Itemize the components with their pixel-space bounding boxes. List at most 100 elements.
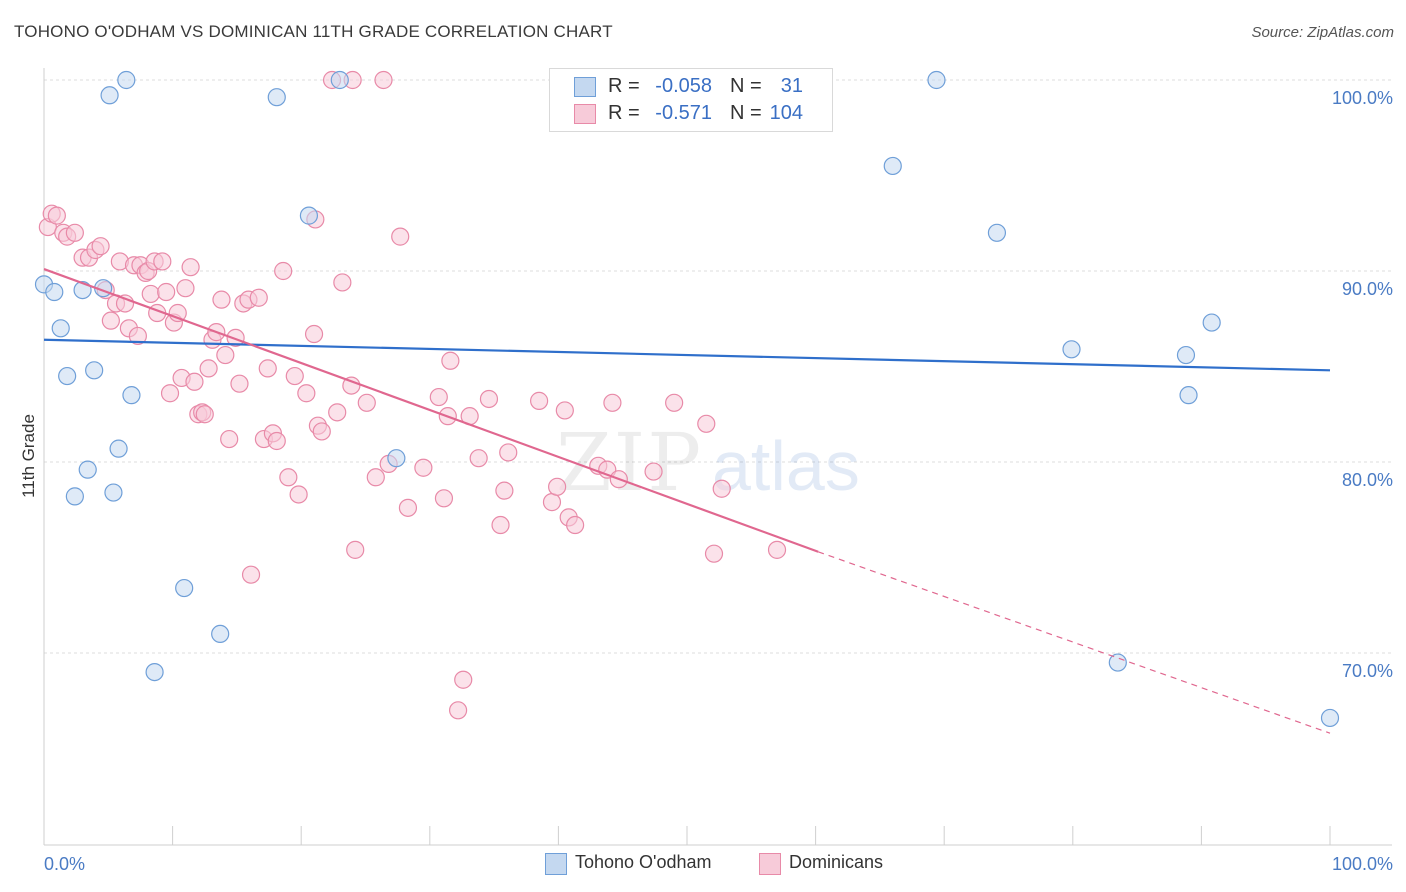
data-point-dominican <box>665 393 684 412</box>
data-point-tohono <box>45 282 64 302</box>
x-axis-ticks <box>43 826 1331 845</box>
data-point-dominican <box>128 326 147 346</box>
data-point-tohono <box>51 319 70 338</box>
series-tohono-oodham <box>34 70 1340 728</box>
data-point-dominican <box>65 223 84 242</box>
data-point-tohono <box>65 487 84 506</box>
bottom-legend-swatch-pink <box>759 853 781 875</box>
data-point-dominican <box>185 372 204 391</box>
data-point-dominican <box>333 273 352 292</box>
data-point-dominican <box>644 462 663 481</box>
data-point-dominican <box>357 393 376 412</box>
y-tick-label: 100.0% <box>1332 88 1393 108</box>
data-point-dominican <box>441 351 460 370</box>
series-dominicans <box>38 70 787 720</box>
legend-row-dominicans: R = -0.571 N = 104 <box>550 101 832 127</box>
data-point-tohono <box>883 156 902 176</box>
data-point-dominican <box>289 485 308 504</box>
data-point-tohono <box>1179 386 1198 405</box>
data-point-tohono <box>100 86 119 105</box>
data-point-dominican <box>312 422 331 441</box>
legend-r-label: R = <box>608 75 640 97</box>
correlation-legend: R = -0.058 N = 31 R = -0.571 N = 104 <box>549 68 833 132</box>
data-point-dominican <box>216 345 235 365</box>
data-point-dominican <box>454 670 473 689</box>
y-axis-tick-labels: 70.0% 80.0% 90.0% 100.0% <box>1332 88 1393 681</box>
data-point-dominican <box>346 540 365 559</box>
data-point-dominican <box>226 328 245 347</box>
x-tick-label-max: 100.0% <box>1332 854 1393 874</box>
data-point-dominican <box>374 70 393 90</box>
data-point-dominican <box>712 479 731 498</box>
data-point-dominican <box>267 431 286 451</box>
data-point-dominican <box>249 288 268 307</box>
data-point-dominican <box>767 540 787 559</box>
data-point-dominican <box>704 544 724 563</box>
legend-swatch-blue <box>574 77 596 97</box>
data-point-dominican <box>157 282 176 302</box>
data-point-tohono <box>1176 345 1196 365</box>
data-point-dominican <box>141 284 160 304</box>
data-point-dominican <box>398 498 418 517</box>
data-point-tohono <box>78 460 97 479</box>
legend-r-value: -0.058 <box>655 75 712 97</box>
data-point-tohono <box>122 386 141 405</box>
data-point-dominican <box>91 237 110 256</box>
data-point-dominican <box>697 414 716 433</box>
data-point-dominican <box>366 468 385 487</box>
regression-line-dominican <box>43 268 819 553</box>
data-point-dominican <box>491 515 510 535</box>
data-point-dominican <box>297 384 316 403</box>
data-point-dominican <box>495 481 514 500</box>
data-point-tohono <box>175 578 194 598</box>
data-point-dominican <box>181 258 200 277</box>
data-point-dominican <box>566 515 585 535</box>
data-point-dominican <box>47 206 66 225</box>
data-point-dominican <box>434 489 454 508</box>
data-point-dominican <box>499 443 518 462</box>
data-point-tohono <box>211 624 230 644</box>
data-point-dominican <box>530 391 549 410</box>
data-point-dominican <box>542 493 562 512</box>
data-point-dominican <box>469 449 488 468</box>
data-point-tohono <box>330 70 349 90</box>
y-tick-label: 80.0% <box>1342 470 1393 490</box>
regression-line-tohono <box>43 338 1331 372</box>
data-point-dominican <box>429 387 448 407</box>
data-point-dominican <box>448 701 468 720</box>
y-tick-label: 90.0% <box>1342 279 1393 299</box>
data-point-dominican <box>101 311 120 330</box>
data-point-tohono <box>104 483 123 502</box>
legend-n-label: N = <box>730 75 762 97</box>
bottom-legend-label: Tohono O'odham <box>575 852 712 872</box>
data-point-dominican <box>199 359 218 378</box>
legend-n-value: 104 <box>769 102 803 124</box>
y-axis-label: 11th Grade <box>19 414 38 498</box>
bottom-legend-label: Dominicans <box>789 852 884 872</box>
data-point-tohono <box>1320 708 1340 728</box>
legend-r-label: R = <box>608 102 640 124</box>
data-point-dominican <box>342 376 361 395</box>
watermark-atlas: atlas <box>712 427 860 505</box>
data-point-dominican <box>230 374 249 393</box>
data-point-dominican <box>603 393 622 412</box>
watermark-zip: ZIP <box>556 416 703 509</box>
data-point-dominican <box>241 565 261 584</box>
data-point-dominican <box>195 405 214 424</box>
data-point-tohono <box>299 206 319 225</box>
chart-title: TOHONO O'ODHAM VS DOMINICAN 11TH GRADE C… <box>14 22 613 41</box>
x-tick-label-min: 0.0% <box>44 854 85 874</box>
data-point-dominican <box>212 290 231 309</box>
data-point-dominican <box>328 403 347 422</box>
legend-row-tohono: R = -0.058 N = 31 <box>550 74 832 100</box>
data-point-dominican <box>414 458 433 477</box>
data-point-tohono <box>927 70 946 90</box>
data-point-tohono <box>109 439 128 458</box>
y-tick-label: 70.0% <box>1342 661 1393 681</box>
data-point-tohono <box>1202 313 1221 332</box>
data-point-dominican <box>479 389 499 409</box>
data-point-tohono <box>58 366 77 386</box>
data-point-dominican <box>153 252 172 271</box>
legend-r-value: -0.571 <box>655 102 712 124</box>
